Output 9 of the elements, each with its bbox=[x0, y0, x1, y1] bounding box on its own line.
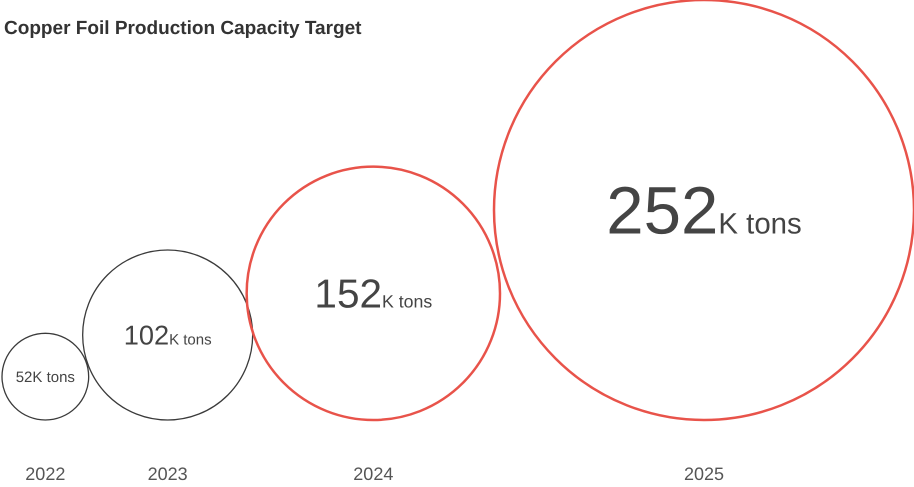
data-label: 152K tons bbox=[314, 270, 432, 317]
category-label: 2022 bbox=[25, 464, 66, 484]
data-label: 252K tons bbox=[606, 174, 802, 249]
data-label: 102K tons bbox=[124, 320, 212, 351]
text: Copper Foil Production Capacity Target bbox=[4, 18, 362, 39]
data-label: 52K tons bbox=[16, 368, 75, 386]
category-label: 2024 bbox=[353, 464, 394, 484]
category-label: 2025 bbox=[684, 464, 724, 484]
category-label: 2023 bbox=[148, 464, 188, 484]
